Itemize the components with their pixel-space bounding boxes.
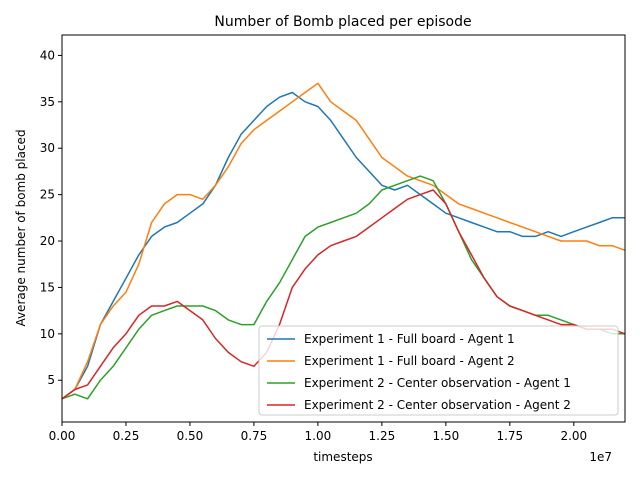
x-tick-label: 0.75	[241, 429, 268, 443]
y-axis-label: Average number of bomb placed	[14, 129, 28, 326]
x-tick-label: 2.00	[560, 429, 587, 443]
x-tick-label: 1.25	[369, 429, 396, 443]
x-axis-offset-label: 1e7	[589, 450, 612, 464]
y-tick-label: 15	[40, 280, 55, 294]
y-tick-label: 20	[40, 234, 55, 248]
y-tick-label: 25	[40, 188, 55, 202]
x-tick-label: 1.00	[305, 429, 332, 443]
x-tick-label: 1.75	[496, 429, 523, 443]
x-tick-label: 0.25	[113, 429, 140, 443]
y-tick-label: 30	[40, 141, 55, 155]
y-axis: 5 10 15 20 25 30 35 40	[40, 48, 62, 387]
series-line-1	[61, 91, 625, 400]
x-axis-label: timesteps	[313, 450, 372, 464]
y-tick-label: 10	[40, 327, 55, 341]
series-line-4	[61, 189, 626, 400]
y-tick-label: 35	[40, 95, 55, 109]
legend-label-1: Experiment 1 - Full board - Agent 1	[304, 332, 515, 346]
plot-frame	[61, 34, 626, 423]
x-axis: 0.00 0.25 0.50 0.75 1.00 1.25 1.50 1.75 2.00	[49, 422, 587, 443]
x-tick-label: 1.50	[433, 429, 460, 443]
series-line-2	[61, 82, 626, 400]
x-tick-label: 0.00	[49, 429, 76, 443]
legend: Experiment 1 - Full board - Agent 1 Exper…	[258, 325, 619, 416]
chart-title: Number of Bomb placed per episode	[214, 14, 471, 30]
x-tick-label: 0.50	[177, 429, 204, 443]
y-tick-label: 5	[47, 373, 55, 387]
series-layer	[61, 82, 626, 400]
y-tick-label: 40	[40, 48, 55, 62]
legend-label-4: Experiment 2 - Center observation - Agen…	[304, 398, 571, 412]
legend-label-2: Experiment 1 - Full board - Agent 2	[304, 354, 515, 368]
legend-label-3: Experiment 2 - Center observation - Agen…	[304, 376, 571, 390]
legend-box	[258, 325, 619, 416]
